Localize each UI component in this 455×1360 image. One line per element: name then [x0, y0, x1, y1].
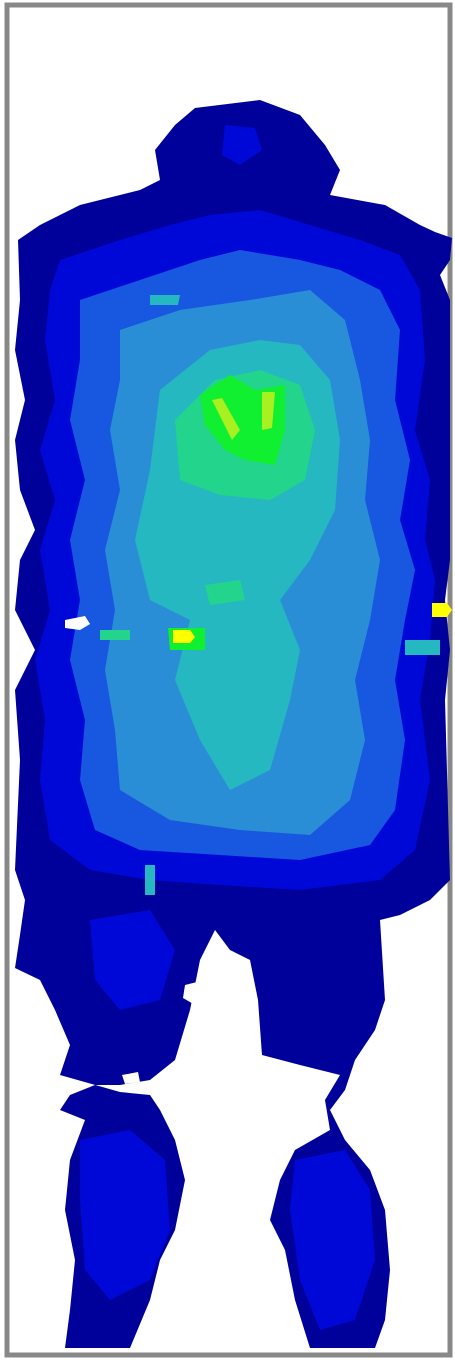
- contour-level-5: [145, 865, 155, 895]
- contour-level-5: [150, 295, 180, 305]
- contour-level-2: [222, 125, 262, 165]
- contour-level-2: [80, 1130, 170, 1300]
- hole: [183, 980, 210, 1005]
- contour-level-8: [262, 392, 275, 430]
- hole: [65, 616, 90, 630]
- contour-level-9: [432, 603, 452, 617]
- contour-level-6: [100, 630, 130, 640]
- contour-level-2: [90, 910, 175, 1010]
- contour-level-2: [290, 1150, 375, 1330]
- contour-level-9: [173, 630, 195, 643]
- contour-level-6: [205, 580, 245, 605]
- hole: [122, 1072, 140, 1084]
- contour-level-5: [405, 640, 440, 655]
- contour-level-8: [212, 398, 240, 440]
